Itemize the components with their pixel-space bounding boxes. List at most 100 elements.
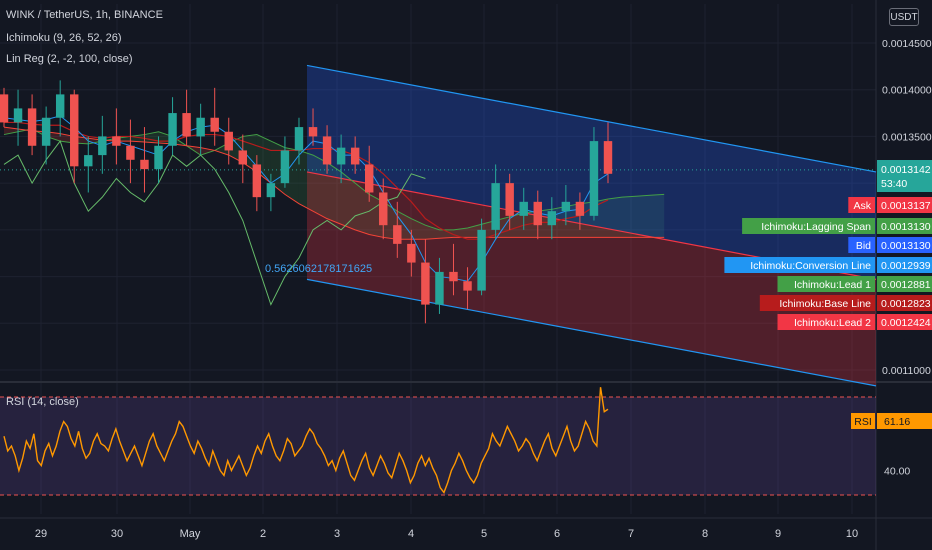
candle-body <box>0 94 9 123</box>
rsi-panel[interactable] <box>0 387 876 496</box>
axes: 29 30 May 2 3 4 5 6 7 8 9 10 0.0014500 0.0014000 0.001… <box>35 38 932 540</box>
currency-button[interactable]: USDT <box>889 8 919 26</box>
candle-body <box>393 225 402 244</box>
cloud-segment <box>341 171 356 230</box>
price-badge-name-bg <box>777 276 875 292</box>
price-badge <box>877 197 932 213</box>
cloud-segment <box>439 229 454 239</box>
x-tick-label: May <box>180 528 201 540</box>
x-tick-label: 10 <box>846 528 858 540</box>
price-badge-name: Ichimoku:Lead 1 <box>794 279 871 291</box>
price-badge-name: Ichimoku:Base Line <box>779 298 871 310</box>
rsi-value-badge <box>877 413 932 429</box>
price-badge <box>877 257 932 273</box>
y-tick-label: 0.0014000 <box>882 85 932 97</box>
cloud-segment <box>622 196 637 238</box>
cloud-segment <box>650 194 665 238</box>
candle-body <box>336 147 346 165</box>
candle-body <box>519 201 528 216</box>
candle-body <box>84 155 93 167</box>
x-tick-label: 30 <box>111 528 123 540</box>
channel-upper-line <box>306 64 877 173</box>
candle-body <box>421 262 430 305</box>
price-badge-value: 0.0012424 <box>881 317 931 329</box>
candle-body <box>350 147 360 165</box>
candle-body <box>280 150 290 184</box>
candle-body <box>168 113 177 146</box>
candle-body <box>364 164 374 193</box>
cloud-segment <box>313 155 328 219</box>
price-badge-name: Ichimoku:Conversion Line <box>750 260 871 272</box>
last-price-badge <box>877 160 932 192</box>
candle-body <box>547 211 557 226</box>
rsi-name: RSI <box>854 416 872 428</box>
candle-body <box>379 192 388 226</box>
price-badge <box>877 218 932 234</box>
rsi-legend[interactable]: RSI (14, close) <box>6 396 79 408</box>
candle-body <box>27 108 37 146</box>
countdown-value: 53:40 <box>881 178 907 190</box>
x-tick-label: 4 <box>408 528 414 540</box>
x-tick-label: 7 <box>628 528 634 540</box>
symbol-legend[interactable]: WINK / TetherUS, 1h, BINANCE <box>6 9 163 21</box>
x-tick-label: 5 <box>481 528 487 540</box>
price-badge-name: Bid <box>856 240 871 252</box>
cloud-segment <box>636 195 651 238</box>
candle-body <box>126 145 135 160</box>
candle-body <box>210 117 219 132</box>
channel-pearson-label: 0.5626062178171625 <box>265 263 372 275</box>
price-badge-name-bg <box>848 237 875 253</box>
candle-body <box>533 201 542 226</box>
channel-lower-line <box>306 278 877 387</box>
x-tick-label: 8 <box>702 528 708 540</box>
candle-body <box>224 131 233 151</box>
price-badge-value: 0.0012823 <box>881 298 931 310</box>
price-badge <box>877 295 932 311</box>
candle-body <box>98 136 107 156</box>
price-badge-value: 0.0013137 <box>881 200 931 212</box>
price-badge-name-bg <box>724 257 875 273</box>
candle-body <box>491 183 500 230</box>
candle-body <box>41 117 51 146</box>
x-tick-label: 9 <box>775 528 781 540</box>
candle-body <box>308 127 318 137</box>
rsi-line <box>3 387 609 494</box>
x-tick-label: 6 <box>554 528 560 540</box>
price-badge-name: Ask <box>853 200 871 212</box>
linreg-legend[interactable]: Lin Reg (2, -2, 100, close) <box>6 53 133 65</box>
ichimoku-legend[interactable]: Ichimoku (9, 26, 52, 26) <box>6 32 122 44</box>
candle-body <box>252 164 262 198</box>
x-tick-label: 2 <box>260 528 266 540</box>
candle-body <box>322 136 332 165</box>
price-badge <box>877 314 932 330</box>
rsi-value: 61.16 <box>884 416 910 428</box>
price-badge-value: 0.0013130 <box>881 240 931 252</box>
price-badge-name-bg <box>777 314 875 330</box>
cloud-segment <box>453 227 468 238</box>
cloud-segment <box>425 225 440 240</box>
candle-body <box>589 141 599 216</box>
cloud-segment <box>509 213 524 238</box>
price-badge-name: Ichimoku:Lagging Span <box>761 221 871 233</box>
y-tick-label: 0.0011000 <box>882 365 931 377</box>
candle-body <box>238 150 248 165</box>
channel-lower-fill <box>307 171 876 386</box>
candle-body <box>70 94 79 167</box>
last-price-value: 0.0013142 <box>881 164 931 176</box>
candle-body <box>505 183 514 216</box>
candles[interactable] <box>0 80 613 324</box>
price-badge-value: 0.0012881 <box>881 279 931 291</box>
candle-body <box>575 201 585 216</box>
candle-body <box>449 271 458 282</box>
price-badge-name: Ichimoku:Lead 2 <box>794 317 871 329</box>
rsi-name-badge <box>851 413 875 429</box>
candle-body <box>182 113 191 137</box>
candle-body <box>55 94 65 118</box>
y-tick-label: 0.0014500 <box>882 38 932 50</box>
candle-body <box>603 141 613 174</box>
price-badge-name-bg <box>848 197 875 213</box>
candle-body <box>154 145 163 170</box>
price-badge-value: 0.0012939 <box>881 260 931 272</box>
